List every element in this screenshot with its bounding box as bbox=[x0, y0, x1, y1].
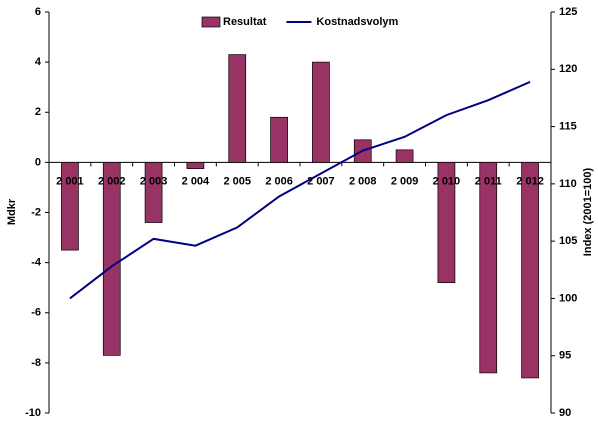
y2-tick-label: 115 bbox=[559, 120, 577, 132]
bar bbox=[521, 162, 539, 379]
bar bbox=[479, 162, 498, 374]
bar bbox=[270, 116, 288, 163]
y-axis-label: Mdkr bbox=[6, 198, 18, 225]
y-tick-label: 2 bbox=[35, 106, 41, 118]
y2-tick-label: 100 bbox=[559, 292, 577, 304]
legend-swatch bbox=[201, 16, 221, 28]
y-tick-label: 0 bbox=[35, 156, 41, 168]
y2-tick-label: 105 bbox=[559, 235, 577, 247]
bar bbox=[186, 162, 205, 169]
y-tick-label: -2 bbox=[31, 206, 41, 218]
bar bbox=[144, 162, 163, 223]
x-tick-label: 2 008 bbox=[349, 175, 377, 187]
x-tick-label: 2 007 bbox=[307, 175, 335, 187]
y2-tick-label: 110 bbox=[559, 178, 577, 190]
legend-label: Kostnadsvolym bbox=[316, 16, 398, 28]
bar bbox=[61, 162, 79, 251]
x-tick-label: 2 012 bbox=[516, 175, 544, 187]
bar bbox=[437, 162, 456, 284]
y-tick-label: 4 bbox=[35, 56, 42, 68]
y2-tick-label: 95 bbox=[559, 350, 571, 362]
bar bbox=[312, 61, 330, 163]
line bbox=[69, 80, 531, 300]
y2-tick-label: 120 bbox=[559, 63, 577, 75]
x-tick-label: 2 005 bbox=[223, 175, 251, 187]
y-tick-label: -10 bbox=[25, 407, 41, 419]
y2-tick-label: 90 bbox=[559, 407, 571, 419]
x-tick-label: 2 010 bbox=[433, 175, 461, 187]
legend-label: Resultat bbox=[223, 16, 267, 28]
bar bbox=[102, 162, 121, 356]
x-tick-label: 2 006 bbox=[265, 175, 293, 187]
y-tick-label: -8 bbox=[31, 357, 41, 369]
bar bbox=[228, 54, 247, 163]
x-tick-label: 2 002 bbox=[98, 175, 126, 187]
x-tick-label: 2 011 bbox=[475, 175, 502, 187]
x-tick-label: 2 001 bbox=[56, 175, 84, 187]
y2-tick-label: 125 bbox=[559, 6, 577, 18]
bar bbox=[395, 149, 414, 163]
x-tick-label: 2 004 bbox=[182, 175, 210, 187]
y-tick-label: 6 bbox=[35, 6, 41, 18]
y2-axis-label: Index (2001=100) bbox=[582, 167, 594, 256]
y-tick-label: -4 bbox=[31, 257, 42, 269]
y-tick-label: -6 bbox=[31, 307, 41, 319]
x-tick-label: 2 009 bbox=[391, 175, 419, 187]
x-tick-label: 2 003 bbox=[140, 175, 168, 187]
